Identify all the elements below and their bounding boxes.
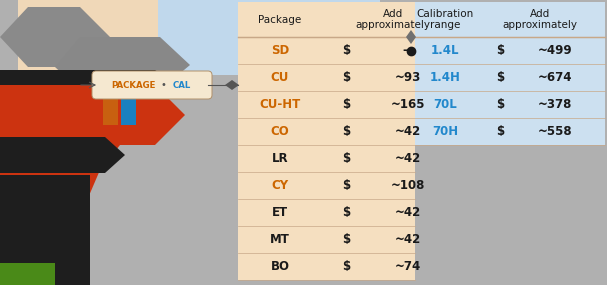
Polygon shape	[121, 93, 136, 125]
Text: Add: Add	[530, 9, 550, 19]
Polygon shape	[406, 30, 416, 44]
Text: approximately: approximately	[503, 20, 577, 30]
Polygon shape	[158, 0, 380, 75]
Polygon shape	[18, 0, 185, 75]
Text: 1.4L: 1.4L	[431, 44, 459, 57]
Text: CO: CO	[271, 125, 290, 138]
Polygon shape	[103, 93, 118, 125]
Text: Add: Add	[383, 9, 403, 19]
Text: ~165: ~165	[391, 98, 426, 111]
Polygon shape	[0, 102, 140, 132]
Text: $: $	[342, 152, 350, 165]
Text: Calibration: Calibration	[416, 9, 473, 19]
Text: BO: BO	[271, 260, 290, 273]
Text: ~108: ~108	[391, 179, 425, 192]
Text: ~674: ~674	[538, 71, 572, 84]
Text: $: $	[342, 260, 350, 273]
Polygon shape	[0, 263, 55, 285]
Text: $: $	[496, 44, 504, 57]
Text: $: $	[342, 71, 350, 84]
Text: PACKAGE: PACKAGE	[111, 80, 155, 89]
Text: ~42: ~42	[395, 233, 421, 246]
Polygon shape	[0, 175, 90, 285]
Polygon shape	[0, 7, 110, 67]
Text: $: $	[342, 125, 350, 138]
Text: ~42: ~42	[395, 206, 421, 219]
Text: $: $	[496, 125, 504, 138]
Text: —: —	[402, 44, 414, 57]
Polygon shape	[238, 2, 605, 280]
Polygon shape	[0, 137, 125, 173]
Text: •: •	[160, 80, 166, 90]
Polygon shape	[0, 85, 185, 285]
Text: $: $	[496, 71, 504, 84]
Text: ~74: ~74	[395, 260, 421, 273]
Text: $: $	[342, 98, 350, 111]
Bar	[415, 145, 605, 280]
Text: ~93: ~93	[395, 71, 421, 84]
Text: $: $	[342, 233, 350, 246]
Text: CU-HT: CU-HT	[259, 98, 300, 111]
Text: CU: CU	[271, 71, 289, 84]
Polygon shape	[225, 80, 239, 90]
Bar	[415, 2, 605, 280]
Text: approximately: approximately	[356, 20, 430, 30]
Text: ~42: ~42	[395, 152, 421, 165]
Text: 70L: 70L	[433, 98, 457, 111]
Text: Package: Package	[259, 15, 302, 25]
Polygon shape	[0, 70, 178, 100]
Text: CAL: CAL	[173, 80, 191, 89]
Text: LR: LR	[272, 152, 288, 165]
Text: $: $	[342, 206, 350, 219]
Text: range: range	[430, 20, 460, 30]
Text: ~499: ~499	[538, 44, 572, 57]
Text: $: $	[342, 179, 350, 192]
Text: ~558: ~558	[538, 125, 572, 138]
Text: 70H: 70H	[432, 125, 458, 138]
Text: SD: SD	[271, 44, 289, 57]
FancyBboxPatch shape	[92, 71, 212, 99]
Text: $: $	[496, 98, 504, 111]
Text: 1.4H: 1.4H	[430, 71, 461, 84]
Bar	[238, 2, 605, 280]
Text: CY: CY	[271, 179, 288, 192]
Polygon shape	[55, 37, 190, 90]
Text: MT: MT	[270, 233, 290, 246]
Text: ET: ET	[272, 206, 288, 219]
Text: ~378: ~378	[538, 98, 572, 111]
Text: ~42: ~42	[395, 125, 421, 138]
Text: $: $	[342, 44, 350, 57]
